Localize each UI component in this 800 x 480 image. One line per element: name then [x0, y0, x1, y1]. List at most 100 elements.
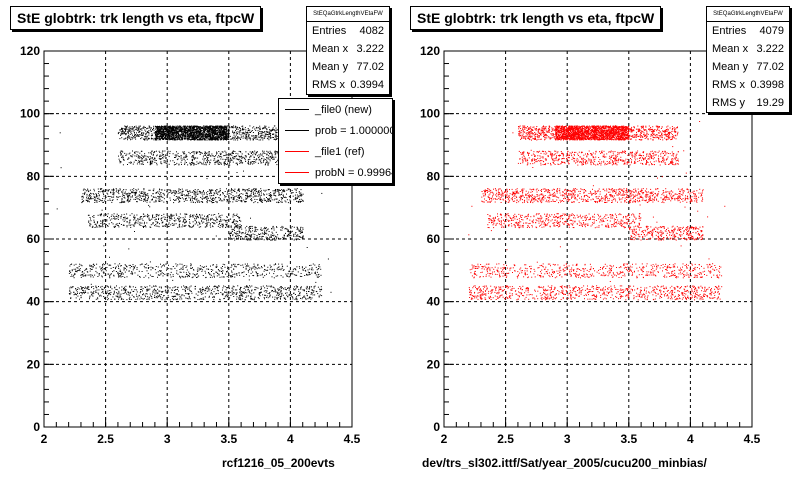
data-point	[231, 126, 233, 128]
data-point	[147, 131, 149, 133]
data-point	[193, 163, 195, 165]
data-point	[315, 266, 317, 268]
data-point	[259, 199, 261, 201]
data-point	[268, 133, 270, 135]
data-point	[246, 192, 247, 194]
data-point	[256, 126, 258, 128]
data-point	[214, 223, 216, 225]
data-point	[223, 162, 225, 164]
data-point	[242, 238, 244, 240]
data-point	[164, 218, 166, 220]
data-point	[183, 128, 185, 130]
data-point	[225, 219, 227, 221]
data-point	[274, 192, 276, 194]
data-point	[235, 226, 237, 228]
data-point	[221, 134, 223, 136]
data-point	[301, 195, 303, 196]
data-point	[128, 224, 130, 226]
data-point	[281, 227, 283, 229]
data-point	[300, 226, 302, 228]
data-point	[161, 135, 163, 137]
data-point	[258, 233, 259, 235]
data-point	[131, 271, 133, 273]
data-point	[231, 126, 232, 128]
data-point	[243, 157, 245, 159]
data-point	[162, 157, 163, 159]
data-point	[236, 227, 238, 229]
data-point	[178, 135, 180, 137]
data-point	[113, 213, 115, 215]
data-point	[268, 132, 270, 134]
data-point	[294, 274, 296, 276]
data-point	[194, 129, 196, 131]
data-point	[249, 230, 251, 232]
data-point	[93, 263, 95, 265]
data-point	[165, 224, 167, 226]
data-point	[193, 125, 195, 127]
data-point	[196, 133, 198, 135]
data-point	[252, 132, 254, 133]
data-point	[188, 126, 190, 128]
data-point	[235, 233, 237, 235]
data-point	[190, 201, 192, 203]
data-point	[253, 161, 254, 163]
data-point	[198, 221, 200, 223]
data-point	[105, 214, 107, 216]
data-point	[147, 216, 149, 218]
data-point	[109, 198, 111, 200]
data-point	[280, 229, 282, 231]
data-point	[196, 198, 198, 200]
data-point	[235, 200, 237, 202]
data-point	[96, 200, 98, 202]
data-point	[202, 136, 204, 138]
data-point	[155, 150, 157, 152]
data-point	[240, 236, 242, 238]
data-point	[260, 154, 262, 156]
data-point	[298, 191, 300, 193]
data-point	[144, 153, 146, 155]
data-point	[138, 125, 140, 127]
data-point	[92, 193, 94, 194]
data-point	[206, 159, 208, 161]
data-point	[182, 139, 183, 141]
data-point	[185, 125, 187, 127]
data-point	[212, 198, 214, 200]
data-point	[153, 137, 155, 139]
data-point	[239, 232, 241, 234]
data-point	[266, 237, 268, 239]
data-point	[237, 197, 239, 198]
data-point	[115, 268, 116, 270]
data-point	[297, 234, 299, 236]
data-point	[248, 136, 250, 138]
data-point	[220, 132, 222, 134]
data-point	[189, 216, 191, 218]
data-point	[268, 199, 269, 201]
data-point	[201, 133, 202, 135]
data-point	[264, 226, 266, 228]
data-point	[201, 139, 203, 141]
data-point	[88, 220, 90, 222]
data-point	[119, 162, 121, 164]
data-point	[167, 217, 169, 219]
data-point	[274, 237, 276, 239]
data-point	[131, 126, 133, 128]
data-point	[272, 190, 274, 192]
data-point	[82, 200, 84, 202]
data-point	[244, 190, 246, 192]
data-point	[301, 237, 303, 239]
data-point	[188, 192, 190, 194]
data-point	[150, 199, 152, 201]
data-point	[244, 200, 246, 202]
data-point	[189, 138, 191, 140]
data-point	[129, 137, 131, 139]
data-point	[123, 159, 125, 161]
data-point	[137, 156, 139, 158]
data-point	[263, 228, 265, 230]
data-point	[234, 151, 236, 152]
data-point	[207, 200, 209, 201]
data-point	[307, 269, 309, 271]
data-point	[237, 128, 239, 130]
data-point	[166, 200, 168, 202]
data-point	[186, 127, 188, 129]
data-point	[149, 201, 151, 203]
